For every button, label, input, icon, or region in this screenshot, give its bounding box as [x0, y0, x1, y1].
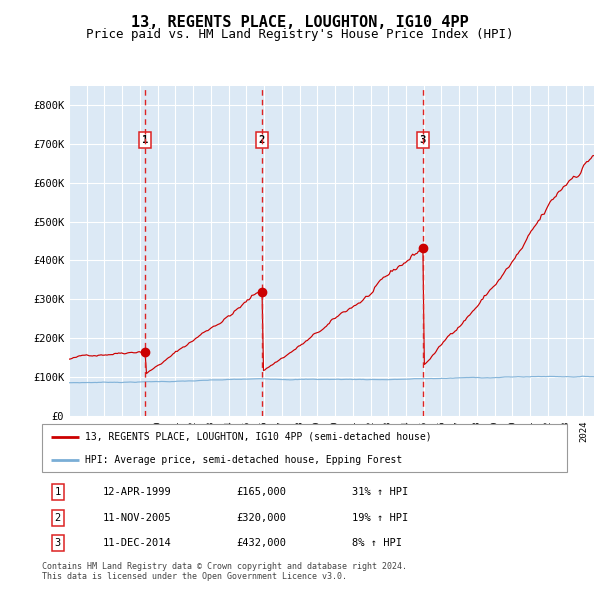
Text: £165,000: £165,000	[236, 487, 286, 497]
Text: 31% ↑ HPI: 31% ↑ HPI	[352, 487, 408, 497]
Text: 19% ↑ HPI: 19% ↑ HPI	[352, 513, 408, 523]
FancyBboxPatch shape	[42, 424, 567, 472]
Text: 11-DEC-2014: 11-DEC-2014	[103, 538, 171, 548]
Text: 11-NOV-2005: 11-NOV-2005	[103, 513, 171, 523]
Text: £432,000: £432,000	[236, 538, 286, 548]
Text: This data is licensed under the Open Government Licence v3.0.: This data is licensed under the Open Gov…	[42, 572, 347, 581]
Text: 13, REGENTS PLACE, LOUGHTON, IG10 4PP: 13, REGENTS PLACE, LOUGHTON, IG10 4PP	[131, 15, 469, 30]
Text: 1: 1	[142, 135, 148, 145]
Text: Contains HM Land Registry data © Crown copyright and database right 2024.: Contains HM Land Registry data © Crown c…	[42, 562, 407, 571]
Text: 12-APR-1999: 12-APR-1999	[103, 487, 171, 497]
Text: HPI: Average price, semi-detached house, Epping Forest: HPI: Average price, semi-detached house,…	[85, 455, 403, 465]
Text: 3: 3	[55, 538, 61, 548]
Text: 13, REGENTS PLACE, LOUGHTON, IG10 4PP (semi-detached house): 13, REGENTS PLACE, LOUGHTON, IG10 4PP (s…	[85, 432, 431, 442]
Text: 8% ↑ HPI: 8% ↑ HPI	[352, 538, 402, 548]
Text: Price paid vs. HM Land Registry's House Price Index (HPI): Price paid vs. HM Land Registry's House …	[86, 28, 514, 41]
Text: 3: 3	[420, 135, 426, 145]
Text: 1: 1	[55, 487, 61, 497]
Text: 2: 2	[55, 513, 61, 523]
Text: £320,000: £320,000	[236, 513, 286, 523]
Text: 2: 2	[259, 135, 265, 145]
